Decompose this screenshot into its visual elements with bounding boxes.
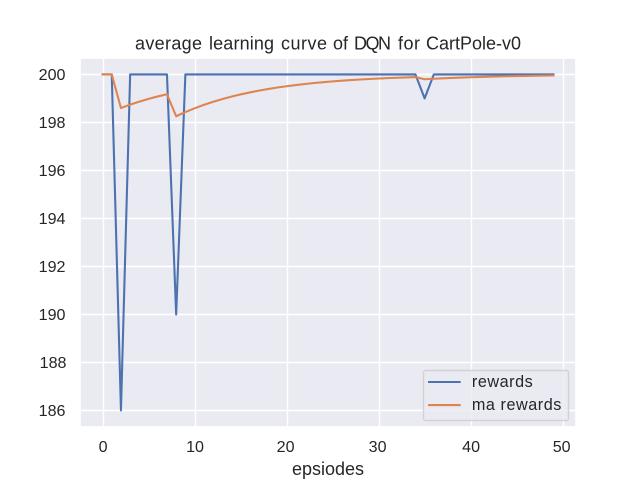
svg-text:40: 40 — [462, 438, 480, 456]
svg-text:186: 186 — [39, 402, 66, 420]
svg-text:190: 190 — [39, 306, 66, 324]
svg-text:average: average — [135, 33, 202, 53]
svg-text:curve: curve — [281, 33, 328, 53]
svg-text:DQN: DQN — [354, 33, 390, 53]
svg-text:50: 50 — [553, 438, 571, 456]
svg-text:CartPole-v0: CartPole-v0 — [426, 33, 521, 53]
svg-text:30: 30 — [369, 438, 387, 456]
svg-text:for: for — [398, 33, 421, 53]
svg-text:188: 188 — [40, 354, 67, 372]
svg-text:200: 200 — [39, 66, 66, 84]
svg-text:198: 198 — [39, 114, 66, 132]
svg-text:192: 192 — [39, 258, 66, 276]
svg-text:194: 194 — [39, 210, 66, 228]
svg-text:196: 196 — [39, 162, 66, 180]
svg-text:20: 20 — [277, 438, 295, 456]
svg-text:of: of — [333, 33, 349, 53]
svg-text:learning: learning — [209, 33, 274, 53]
svg-text:ma rewards: ma rewards — [472, 396, 562, 414]
svg-text:epsiodes: epsiodes — [292, 459, 364, 479]
svg-text:10: 10 — [186, 438, 204, 456]
svg-text:rewards: rewards — [472, 373, 533, 391]
svg-text:0: 0 — [99, 438, 108, 456]
